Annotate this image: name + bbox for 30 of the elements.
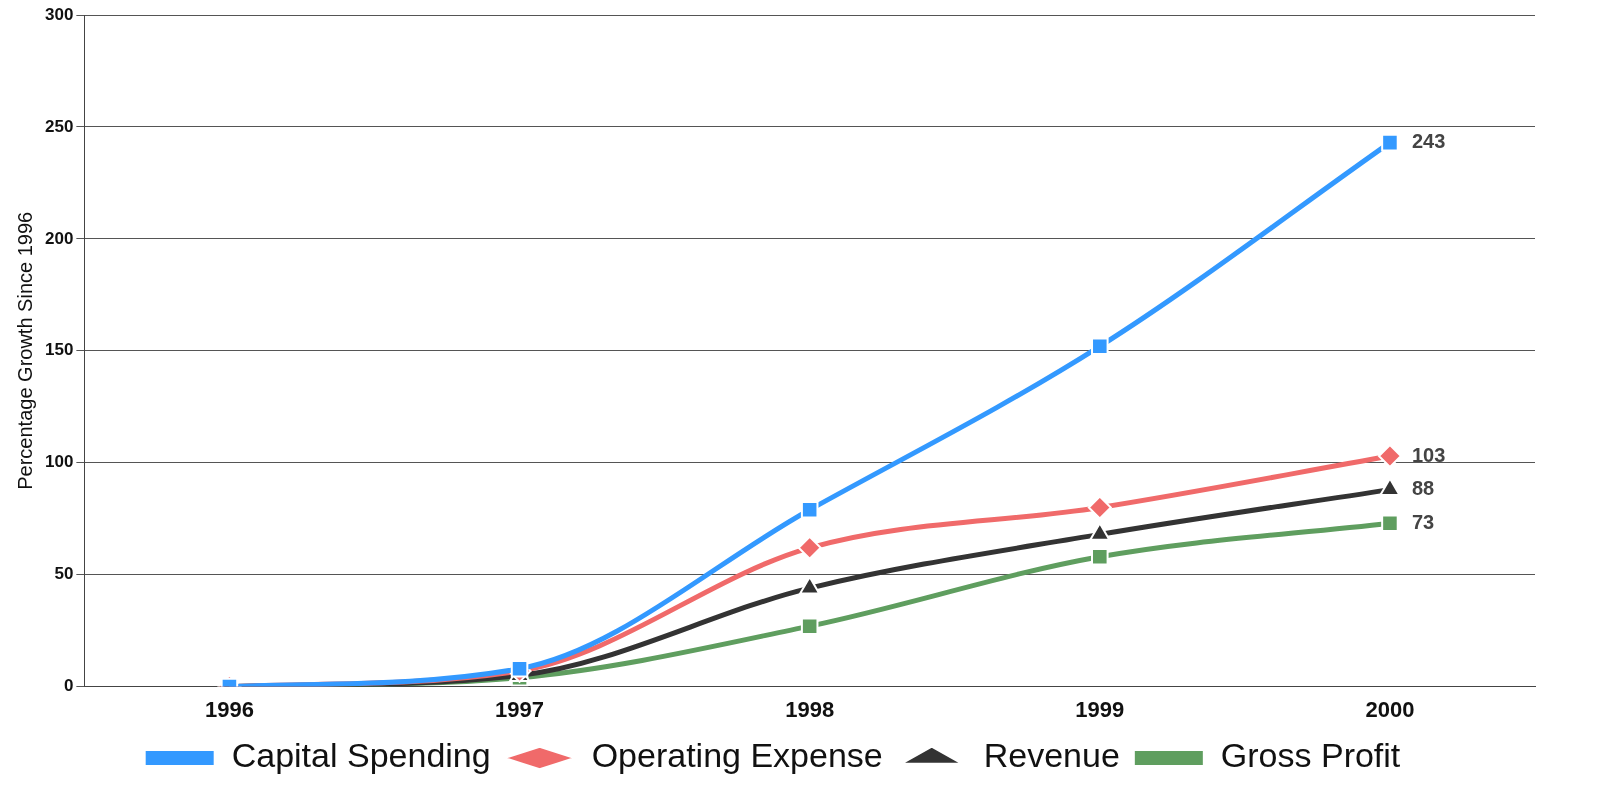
data-label: 88 bbox=[1411, 477, 1435, 500]
x-tick-label: 2000 bbox=[1365, 696, 1415, 722]
x-tick-label: 1999 bbox=[1075, 696, 1125, 722]
x-tick-label: 1996 bbox=[204, 696, 254, 722]
x-tick-label: 1997 bbox=[495, 696, 545, 722]
point bbox=[1091, 337, 1109, 356]
legend-label: Operating Expense bbox=[591, 736, 883, 775]
point bbox=[800, 617, 819, 635]
point bbox=[510, 659, 529, 678]
point bbox=[1377, 444, 1402, 469]
legend-label: Revenue bbox=[983, 736, 1120, 775]
legend-label: Capital Spending bbox=[231, 736, 491, 775]
data-label: 243 bbox=[1411, 130, 1446, 153]
point bbox=[800, 500, 819, 519]
legend-label: Gross Profit bbox=[1220, 736, 1401, 775]
y-tick-label: 300 bbox=[44, 4, 74, 24]
point bbox=[1381, 514, 1399, 532]
point bbox=[797, 535, 822, 560]
y-tick-label: 0 bbox=[63, 676, 74, 696]
y-tick-label: 150 bbox=[44, 340, 74, 360]
y-axis-title: Percentage Growth Since 1996 bbox=[13, 211, 36, 490]
y-tick-label: 50 bbox=[54, 564, 74, 584]
point bbox=[1087, 495, 1112, 520]
point bbox=[1381, 133, 1399, 152]
data-label: 103 bbox=[1411, 443, 1446, 466]
y-tick-label: 250 bbox=[44, 116, 74, 136]
y-tick-label: 100 bbox=[44, 452, 74, 472]
x-tick-label: 1998 bbox=[785, 696, 835, 722]
y-tick-label: 200 bbox=[44, 228, 74, 248]
data-label: 73 bbox=[1411, 510, 1435, 533]
